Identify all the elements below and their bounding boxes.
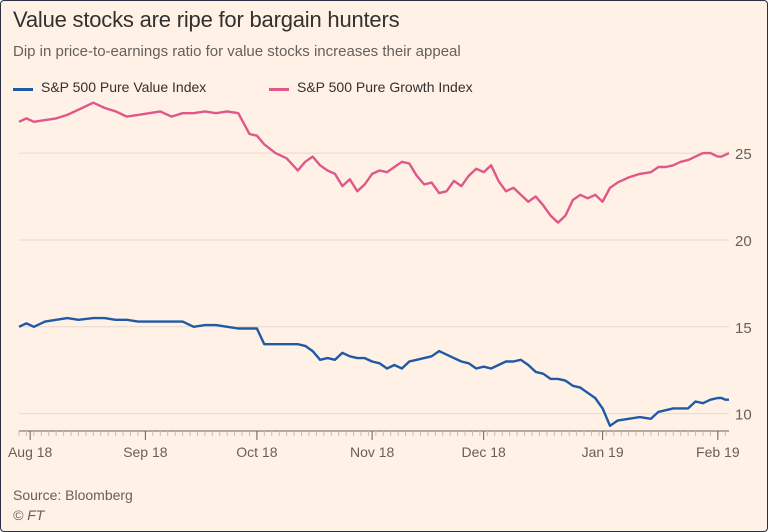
x-tick-label-3: Nov 18 [350, 444, 395, 460]
series-line-value [18, 316, 729, 427]
chart-title: Value stocks are ripe for bargain hunter… [13, 7, 400, 32]
legend-swatch-growth [269, 88, 289, 91]
line-chart: 10 15 20 25 Aug 18 Sep 18 Oct 18 Nov 18 Dec 18 Ja… [8, 101, 752, 460]
y-tick-label-25: 25 [735, 146, 752, 163]
legend-label-value: S&P 500 Pure Value Index [41, 79, 207, 95]
source-note: Source: Bloomberg [13, 487, 133, 503]
y-tick-label-15: 15 [735, 320, 752, 337]
x-tick-label-0: Aug 18 [8, 444, 53, 460]
x-tick-label-4: Dec 18 [461, 444, 506, 460]
legend-swatch-value [13, 88, 33, 91]
legend-label-growth: S&P 500 Pure Growth Index [297, 79, 473, 95]
ft-credit: © FT [13, 507, 45, 523]
x-tick-label-6: Feb 19 [696, 444, 740, 460]
y-tick-label-20: 20 [735, 233, 752, 250]
series-line-growth [18, 101, 730, 224]
x-tick-label-1: Sep 18 [123, 444, 168, 460]
y-tick-label-10: 10 [735, 407, 752, 424]
x-tick-label-2: Oct 18 [236, 444, 277, 460]
chart-subtitle: Dip in price-to-earnings ratio for value… [13, 43, 461, 60]
x-tick-label-5: Jan 19 [582, 444, 624, 460]
